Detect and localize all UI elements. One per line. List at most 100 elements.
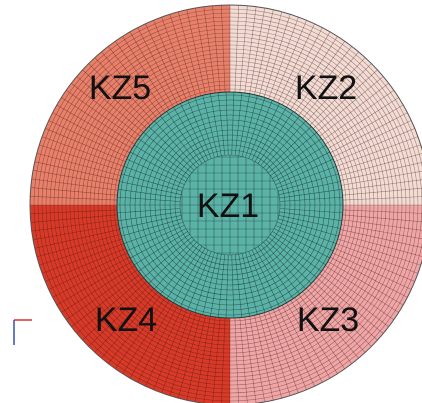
mesh-spoke [327, 104, 404, 149]
mesh-spoke [340, 161, 422, 181]
mesh-spoke [119, 215, 182, 229]
mesh-spoke [272, 20, 307, 101]
mesh-spoke [45, 128, 126, 163]
mesh-spoke [278, 215, 341, 229]
mesh-spoke [194, 252, 215, 313]
mesh-spoke [302, 51, 359, 119]
mesh-spoke [294, 297, 345, 370]
mesh-spoke [257, 246, 294, 299]
mesh-spoke [281, 27, 323, 105]
mesh-ring [81, 56, 379, 354]
mesh-spoke [101, 51, 158, 119]
mesh-spoke [322, 90, 395, 141]
mesh-spoke [148, 239, 195, 284]
mesh-spoke [339, 233, 422, 258]
mesh-spoke [130, 151, 186, 182]
mesh-spoke [336, 243, 419, 274]
mesh-spoke [298, 294, 352, 364]
mesh-spoke [203, 6, 216, 94]
mesh-spoke [278, 181, 341, 195]
mesh-spoke [30, 187, 118, 196]
zone-label: KZ5 [89, 69, 151, 107]
mesh-spoke [249, 316, 266, 403]
mesh-spoke [137, 305, 179, 383]
mesh-spoke [160, 244, 200, 295]
mesh-spoke [279, 208, 343, 214]
mesh-spoke [186, 315, 206, 401]
mesh-spoke [45, 247, 126, 282]
mesh-spoke [302, 291, 359, 359]
mesh-spoke [257, 111, 294, 164]
mesh-spoke [272, 144, 326, 179]
mesh-spoke [265, 126, 312, 171]
mesh-ring [61, 36, 399, 374]
mesh-spoke [263, 241, 306, 290]
mesh-spoke [41, 136, 124, 167]
mesh-spoke [48, 120, 128, 158]
mesh-spoke [177, 11, 202, 96]
outer-mesh [30, 5, 422, 403]
mesh-spoke [187, 100, 212, 159]
mesh-spoke [94, 288, 154, 353]
mesh-spoke [340, 229, 422, 249]
mesh-spoke [238, 254, 250, 317]
mesh-spoke [39, 238, 123, 266]
mesh-spoke [337, 144, 421, 172]
mesh-spoke [263, 312, 291, 396]
mesh-spoke [275, 158, 334, 185]
mesh-spoke [277, 173, 339, 192]
mesh-spoke [254, 9, 274, 95]
mesh-spoke [322, 269, 395, 320]
mesh-spoke [41, 243, 124, 274]
mesh-spoke [239, 317, 248, 403]
mesh-spoke [272, 231, 326, 266]
mesh-spoke [260, 115, 300, 166]
mesh-spoke [161, 16, 192, 99]
mesh-spoke [241, 253, 258, 315]
mesh-spoke [123, 166, 184, 189]
mesh-spoke [61, 265, 135, 313]
mesh-spoke [118, 211, 181, 222]
mesh-spoke [119, 181, 182, 195]
mesh-spoke [138, 234, 190, 272]
mesh-spoke [249, 7, 266, 94]
mesh-spoke [238, 93, 250, 156]
mesh-spoke [268, 236, 317, 278]
mesh-spoke [108, 294, 162, 364]
mesh-spoke [234, 317, 240, 403]
mesh-spoke [123, 221, 184, 244]
mesh-spoke [279, 196, 343, 202]
mesh-spoke [130, 228, 186, 259]
mesh-spoke [309, 284, 372, 347]
mesh-spoke [260, 244, 300, 295]
mesh-spoke [342, 187, 422, 196]
mesh-spoke [32, 224, 119, 241]
mesh-spoke [134, 231, 188, 266]
mesh-spoke [126, 225, 185, 252]
mesh-spoke [231, 254, 235, 318]
mesh-spoke [202, 253, 219, 315]
mesh-spoke [342, 214, 422, 223]
mesh-spoke [153, 20, 188, 101]
mesh-spoke [330, 256, 408, 298]
mesh-spoke [88, 63, 151, 126]
mesh-ring [37, 12, 422, 398]
mesh-ring [89, 64, 371, 346]
mesh-spoke [272, 309, 307, 390]
outer-boundary [29, 4, 422, 403]
mesh-spoke [210, 93, 222, 156]
mesh-spoke [169, 14, 197, 98]
mesh-spoke [248, 251, 273, 310]
mesh-spoke [274, 228, 330, 259]
mesh-spoke [32, 169, 119, 186]
mesh-spoke [153, 309, 188, 390]
mesh-spoke [306, 288, 366, 353]
mesh-spoke [180, 103, 209, 161]
mesh-spoke [194, 316, 211, 403]
mesh-spoke [298, 46, 352, 116]
mesh-ring [109, 84, 351, 326]
mesh-ring [49, 24, 411, 386]
mesh-spoke [251, 249, 280, 307]
mesh-spoke [117, 196, 181, 202]
mesh-spoke [245, 252, 266, 313]
